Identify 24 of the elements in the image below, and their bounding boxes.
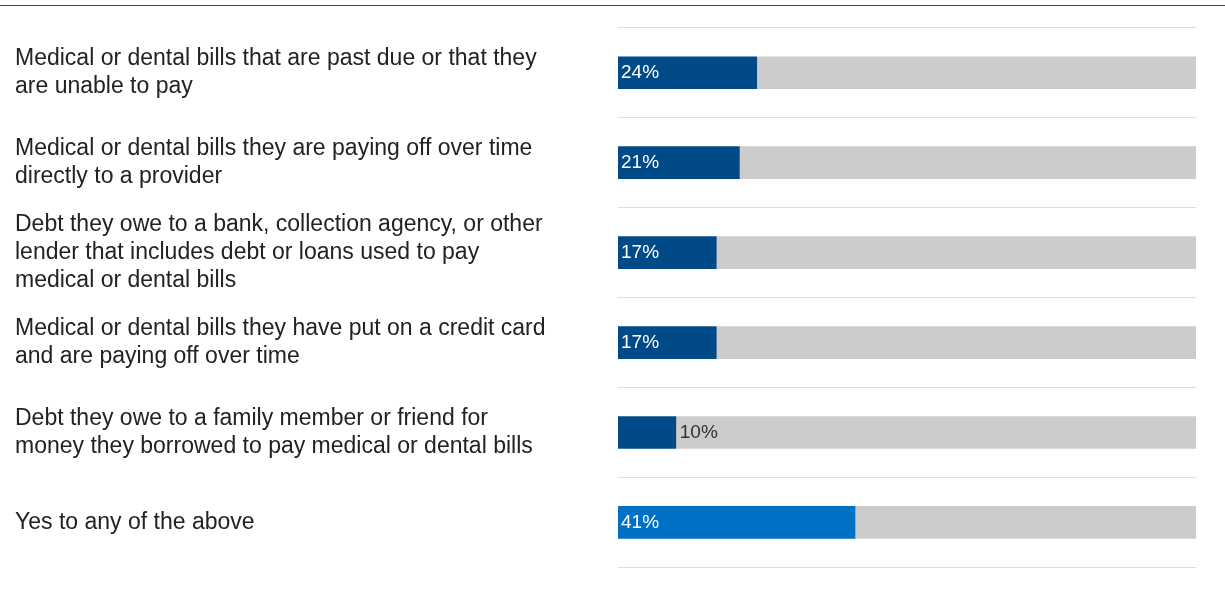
bar bbox=[618, 326, 717, 359]
y-tick-label: Medical or dental bills they have put on a credit card and are paying off over time bbox=[15, 314, 546, 368]
bar bbox=[715, 236, 1196, 269]
bar bbox=[739, 146, 1196, 180]
data-label: 17% bbox=[621, 240, 660, 262]
y-tick-label: Debt they owe to a bank, collection agency, or other lender that includes debt or loans used to pay medical or dental bills bbox=[15, 210, 543, 292]
y-tick-label: Medical or dental bills they are paying off over time directly to a provider bbox=[15, 134, 533, 188]
y-tick-label: Medical or dental bills that are past due or that they are unable to pay bbox=[15, 44, 538, 98]
data-label: 17% bbox=[621, 330, 660, 352]
bar bbox=[715, 326, 1196, 359]
bar bbox=[618, 56, 758, 90]
y-tick-label: Yes to any of the above bbox=[15, 507, 255, 534]
bar bbox=[618, 506, 856, 539]
data-label: 21% bbox=[621, 150, 660, 172]
data-label: 41% bbox=[621, 510, 660, 532]
bar bbox=[618, 416, 677, 449]
bar bbox=[854, 506, 1196, 539]
bar bbox=[675, 416, 1196, 449]
bar bbox=[618, 146, 740, 180]
data-label: 24% bbox=[621, 61, 660, 82]
bar bbox=[618, 236, 717, 269]
data-label: 10% bbox=[679, 420, 718, 442]
bar bbox=[756, 56, 1196, 90]
y-tick-label: Debt they owe to a family member or friend for money they borrowed to pay medical or dental bills bbox=[15, 404, 533, 458]
